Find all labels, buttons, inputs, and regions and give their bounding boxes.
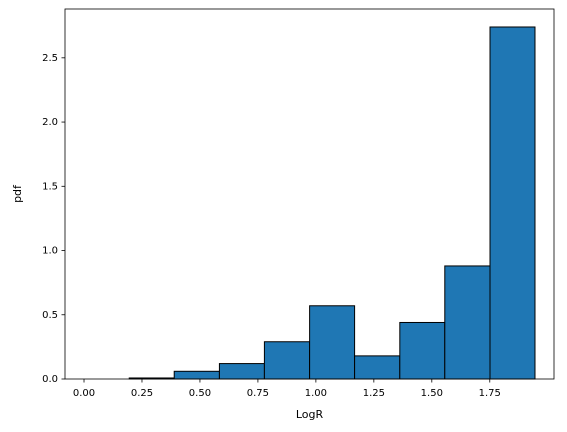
y-tick-label: 2.5 [42, 53, 58, 64]
bar [263, 341, 311, 380]
bar [218, 363, 265, 380]
plot-frame [64, 8, 555, 380]
y-tick-label: 1.5 [42, 181, 58, 192]
bar [173, 370, 220, 380]
y-tick-label: 0.5 [42, 310, 58, 321]
x-axis-label: LogR [296, 408, 324, 421]
x-tick-label: 0.75 [247, 388, 269, 399]
bar [399, 321, 446, 380]
x-tick-label: 1.75 [479, 388, 501, 399]
bar [489, 26, 536, 380]
y-axis-label: pdf [11, 184, 24, 203]
x-tick-label: 1.25 [363, 388, 385, 399]
x-tick-label: 1.50 [421, 388, 443, 399]
x-tick-label: 1.00 [305, 388, 327, 399]
x-tick-label: 0.25 [131, 388, 153, 399]
x-tick-label: 0.00 [73, 388, 95, 399]
y-tick-label: 1.0 [42, 246, 58, 257]
x-tick-label: 0.50 [189, 388, 211, 399]
bar [354, 355, 401, 380]
bar [309, 305, 356, 380]
y-tick-label: 0.0 [42, 374, 58, 385]
y-tick-label: 2.0 [42, 117, 58, 128]
bar [444, 265, 491, 380]
